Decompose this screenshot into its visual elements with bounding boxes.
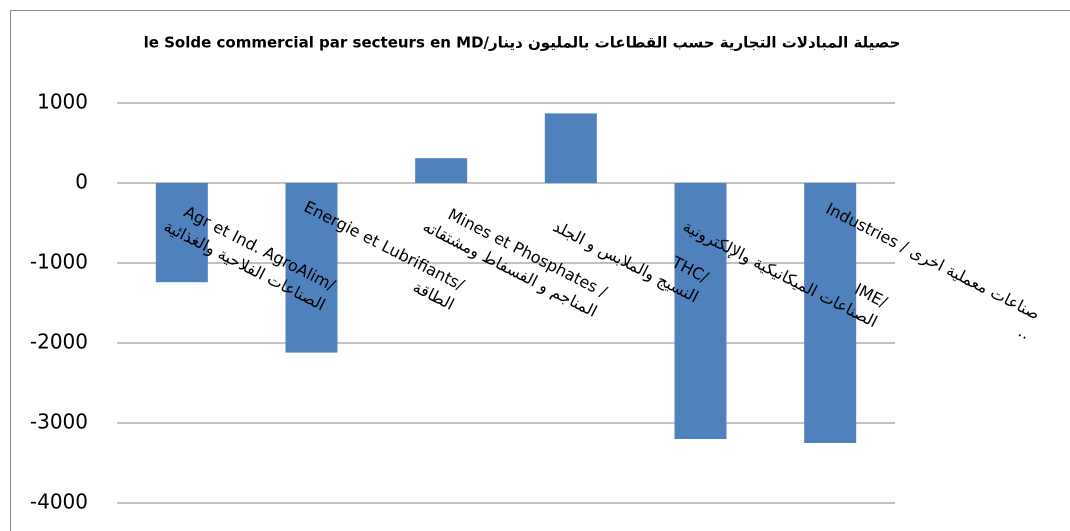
chart: le Solde commercial par secteurs en MD/ح…: [30, 34, 901, 514]
y-tick-label: 0: [75, 170, 88, 194]
bar: [285, 183, 338, 353]
bar: [415, 158, 468, 183]
y-tick-label: -3000: [30, 410, 88, 434]
y-tick-label: -2000: [30, 330, 88, 354]
bar: [155, 183, 208, 283]
bar: [804, 183, 857, 443]
y-tick-label: -1000: [30, 250, 88, 274]
chart-title: le Solde commercial par secteurs en MD/ح…: [144, 34, 901, 52]
y-tick-label: 1000: [37, 90, 88, 114]
y-tick-label: -4000: [30, 490, 88, 514]
bar: [674, 183, 727, 439]
chart-frame: [10, 10, 1070, 531]
bar: [544, 113, 597, 183]
